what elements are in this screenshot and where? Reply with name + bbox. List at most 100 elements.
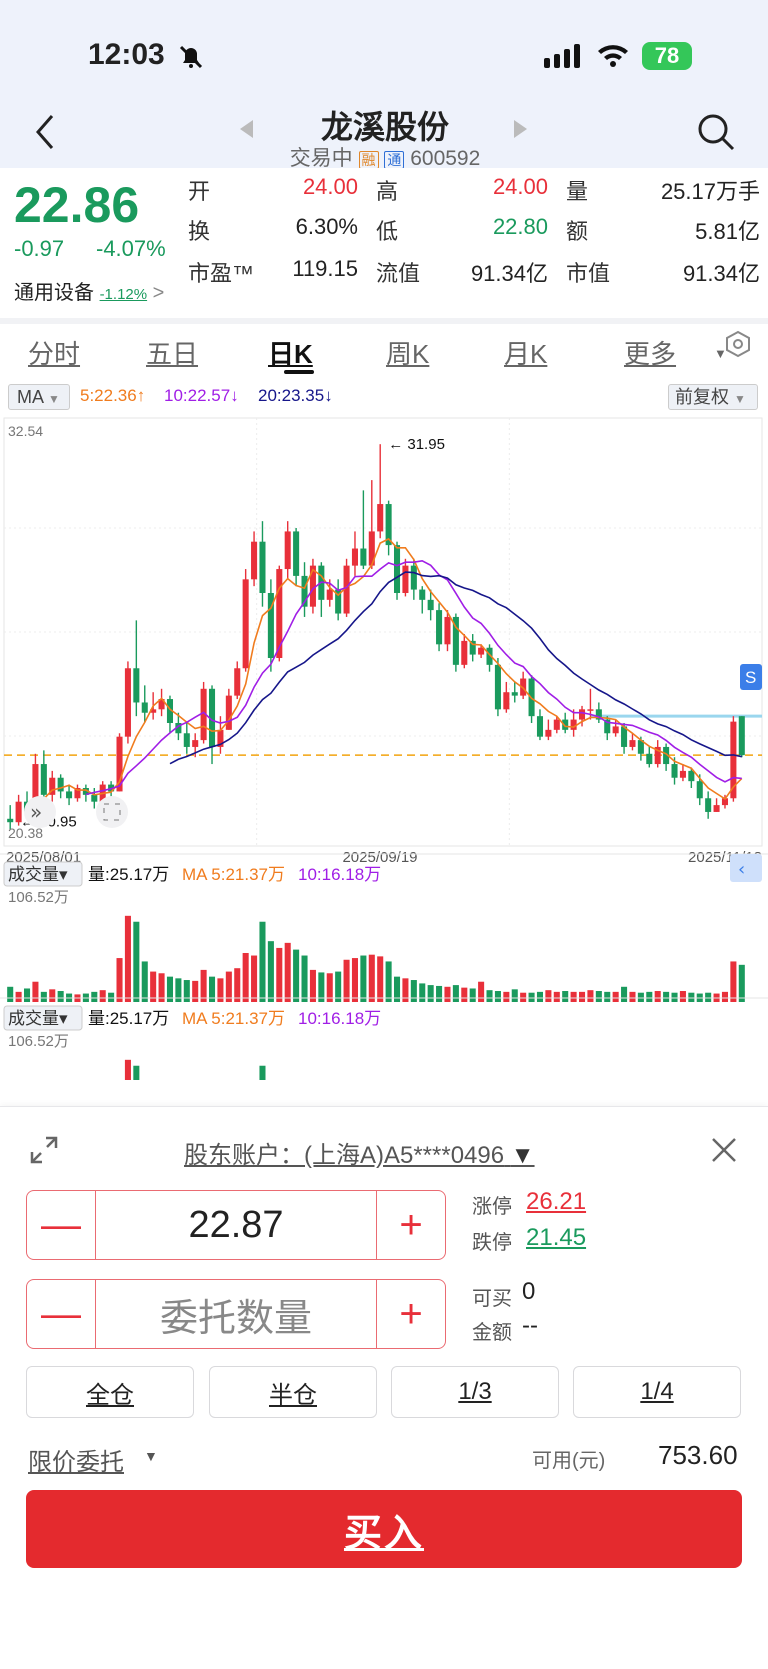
- volume-bar: [730, 961, 737, 1002]
- limit-down-price[interactable]: 21.45: [526, 1224, 587, 1251]
- volume-bar: [570, 991, 577, 1002]
- volume-bar: [629, 991, 636, 1002]
- sector-link[interactable]: 通用设备 -1.12% >: [14, 276, 164, 305]
- sell-marker-icon: [740, 664, 762, 690]
- quote-field-label: 低: [376, 219, 399, 244]
- candle-body: [40, 764, 47, 795]
- adjust-selector[interactable]: 前复权 ▼: [668, 384, 758, 410]
- volume-bar: [284, 942, 291, 1002]
- qty-minus-button[interactable]: —: [41, 1291, 81, 1336]
- candle-body: [267, 593, 274, 658]
- tab-1[interactable]: 五日: [146, 339, 199, 369]
- volume-bar: [124, 915, 131, 1002]
- quote-field-value: 22.80: [492, 214, 548, 239]
- prev-stock-icon[interactable]: [240, 120, 254, 138]
- candle-body: [402, 565, 409, 593]
- candle-body: [410, 565, 417, 590]
- price-plus-button[interactable]: +: [399, 1202, 423, 1247]
- candle-body: [419, 589, 426, 600]
- amount-value: --: [522, 1312, 538, 1339]
- candle-body: [385, 504, 392, 546]
- battery-indicator: 78: [642, 42, 692, 70]
- candle-body: [461, 640, 468, 665]
- candle-body: [309, 565, 316, 607]
- next-stock-icon[interactable]: [514, 120, 528, 138]
- candle-body: [15, 801, 22, 823]
- third-position-button[interactable]: 1/3: [391, 1366, 559, 1418]
- volume-bar: [721, 991, 729, 1002]
- volume-value: 量:25.17万: [88, 1009, 169, 1028]
- chevron-left-icon: ‹: [738, 859, 745, 880]
- volume-bar: [91, 991, 98, 1002]
- order-type-selector[interactable]: 限价委托: [28, 1442, 124, 1477]
- volume-ma10: 10:16.18万: [298, 865, 381, 884]
- candle-body: [32, 764, 39, 812]
- candle-body: [368, 531, 375, 566]
- volume-bar: [503, 991, 510, 1002]
- candle-body: [57, 777, 64, 792]
- candle-body: [234, 668, 241, 696]
- account-selector[interactable]: 股东账户：(上海A)A5****0496 ▼: [184, 1142, 535, 1169]
- ma-selector[interactable]: MA ▼: [8, 384, 70, 410]
- full-position-button[interactable]: 全仓: [26, 1366, 194, 1418]
- candle-body: [217, 729, 224, 747]
- search-icon[interactable]: [696, 112, 736, 152]
- qty-plus-button[interactable]: +: [399, 1291, 423, 1336]
- price-change: -0.97: [14, 236, 65, 261]
- tab-2[interactable]: 日K: [268, 339, 313, 369]
- candle-body: [713, 805, 720, 812]
- tab-more[interactable]: 更多: [624, 339, 677, 369]
- volume-bar: [225, 971, 232, 1002]
- candle-body: [343, 565, 350, 614]
- volume-bar: [536, 991, 544, 1002]
- order-type-dropdown-icon[interactable]: ▼: [144, 1448, 158, 1464]
- candle-body: [427, 599, 434, 611]
- limit-up-label: 涨停: [472, 1196, 512, 1218]
- half-position-button[interactable]: 半仓: [209, 1366, 377, 1418]
- ma-selector-label: MA: [17, 387, 44, 407]
- close-icon[interactable]: [710, 1136, 738, 1164]
- candle-body: [663, 746, 670, 765]
- volume-bar: [133, 1065, 140, 1080]
- candle-body: [284, 531, 291, 570]
- back-icon[interactable]: [34, 114, 56, 150]
- candle-body: [124, 668, 131, 737]
- signal-icon: [544, 44, 580, 68]
- collapse-button-bg: [24, 796, 56, 828]
- candle-body: [200, 688, 207, 741]
- quarter-position-button[interactable]: 1/4: [573, 1366, 741, 1418]
- volume-title: 成交量▾: [8, 1009, 68, 1028]
- settings-hexagon-icon[interactable]: [724, 330, 752, 358]
- volume-bar: [578, 991, 586, 1002]
- expand-icon[interactable]: [28, 1134, 60, 1166]
- qty-input[interactable]: 委托数量: [95, 1280, 377, 1348]
- fullscreen-icon: [103, 803, 121, 821]
- tab-0[interactable]: 分时: [28, 339, 81, 369]
- volume-bar: [335, 971, 342, 1002]
- y-max-label: 32.54: [8, 423, 43, 439]
- tab-4[interactable]: 月K: [504, 339, 548, 369]
- price-minus-button[interactable]: —: [41, 1202, 81, 1247]
- volume-bar: [183, 980, 190, 1002]
- sell-marker-letter: S: [745, 668, 756, 687]
- buy-button[interactable]: 买入: [26, 1490, 742, 1568]
- candle-body: [116, 736, 123, 792]
- volume-bar: [528, 992, 535, 1002]
- can-buy-label: 可买: [472, 1288, 512, 1310]
- volume-bar: [293, 949, 300, 1002]
- volume-bar: [478, 981, 485, 1002]
- volume-bar: [410, 980, 417, 1002]
- volume-bar: [108, 992, 115, 1002]
- price-input[interactable]: 22.87: [95, 1191, 377, 1259]
- volume-bar: [192, 980, 199, 1002]
- qty-stepper: — 委托数量 +: [26, 1279, 446, 1349]
- tab-3[interactable]: 周K: [386, 339, 430, 369]
- candle-body: [141, 702, 148, 713]
- quote-field-label: 高: [376, 179, 399, 204]
- volume-ma5: MA 5:21.37万: [182, 865, 285, 884]
- volume-bar: [251, 955, 258, 1002]
- quote-field-label: 市值: [566, 261, 611, 286]
- kline-area: MA ▼ 5:22.36↑ 10:22.57↓ 20:23.35↓ 前复权 ▼ …: [0, 374, 768, 1110]
- limit-up-price[interactable]: 26.21: [526, 1188, 587, 1215]
